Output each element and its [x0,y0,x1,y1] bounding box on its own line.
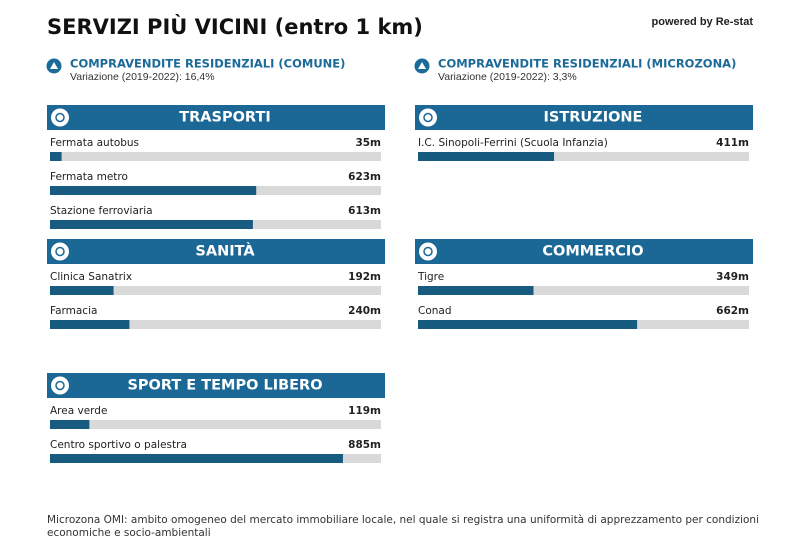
section-icon [51,108,69,127]
bar [418,152,555,161]
item-value-label: 192m [348,271,381,283]
item-value-label: 613m [348,205,381,217]
bar-track [50,286,381,295]
powered-by: powered by Re-stat [652,16,754,28]
bar-track [418,286,749,295]
section-title: TRASPORTI [179,110,270,126]
item-label: Fermata autobus [50,137,139,149]
bar-track [418,152,749,161]
item-value-label: 411m [716,137,749,149]
bar-track [50,420,381,429]
item-value-label: 35m [355,137,381,149]
stat-title: COMPRAVENDITE RESIDENZIALI (COMUNE) [70,57,345,71]
item-value-label: 885m [348,439,381,451]
section-header [47,373,385,398]
bar-track [50,320,381,329]
bar [50,320,130,329]
section-icon [51,376,69,395]
item-label: Clinica Sanatrix [50,271,132,283]
item-label: I.C. Sinopoli-Ferrini (Scuola Infanzia) [418,137,608,149]
stat-subtitle: Variazione (2019-2022): 16,4% [70,71,215,83]
item-value-label: 119m [348,405,381,417]
item-value-label: 349m [716,271,749,283]
item-label: Area verde [50,405,107,417]
section-title: ISTRUZIONE [544,110,643,126]
item-label: Farmacia [50,305,97,317]
section-icon-inner [55,246,65,257]
section-icon [419,242,437,261]
section-icon [419,108,437,127]
section-icon-inner [423,112,433,123]
item-label: Stazione ferroviaria [50,205,153,217]
section-header [47,105,385,130]
section-header [415,239,753,264]
stat-title: COMPRAVENDITE RESIDENZIALI (MICROZONA) [438,57,736,71]
item-label: Fermata metro [50,171,128,183]
stat-subtitle: Variazione (2019-2022): 3,3% [438,71,577,83]
item-label: Tigre [417,271,444,283]
item-label: Conad [418,305,452,317]
bar [50,186,257,195]
footnote: Microzona OMI: ambito omogeneo del merca… [47,514,760,539]
item-value-label: 662m [716,305,749,317]
bar [50,286,114,295]
section-header [415,105,753,130]
bar [50,454,343,463]
bar-track [50,152,381,161]
section-icon [51,242,69,261]
bar [50,220,253,229]
stat-icon-arrow [50,62,58,69]
section-title: SPORT E TEMPO LIBERO [127,378,322,394]
item-value-label: 623m [348,171,381,183]
page-title: SERVIZI PIÙ VICINI (entro 1 km) [47,14,423,39]
section-title: SANITÀ [195,243,255,260]
item-value-label: 240m [348,305,381,317]
bar [418,320,638,329]
section-icon-inner [55,380,65,391]
section-title: COMMERCIO [542,244,643,260]
bar [418,286,534,295]
section-header [47,239,385,264]
bar [50,152,62,161]
stat-icon-arrow [418,62,426,69]
item-label: Centro sportivo o palestra [50,439,187,451]
section-icon-inner [55,112,65,123]
bar [50,420,90,429]
section-icon-inner [423,246,433,257]
